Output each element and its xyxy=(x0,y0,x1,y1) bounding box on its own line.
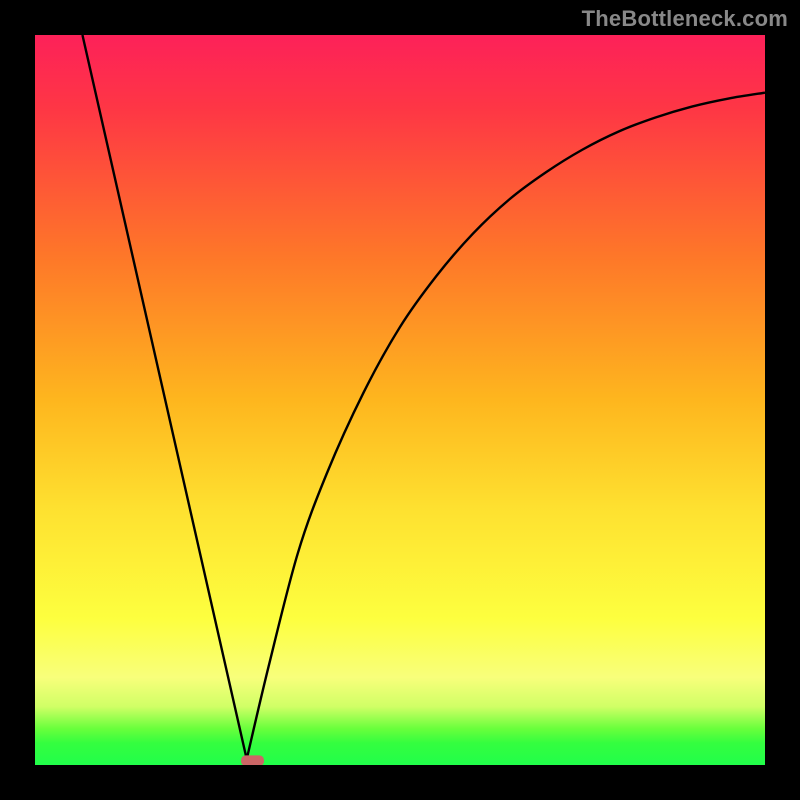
gradient-background xyxy=(35,35,765,765)
chart-svg xyxy=(35,35,765,765)
plot-area xyxy=(35,35,765,765)
watermark-text: TheBottleneck.com xyxy=(582,6,788,32)
optimum-marker xyxy=(242,756,264,765)
root-container: TheBottleneck.com xyxy=(0,0,800,800)
